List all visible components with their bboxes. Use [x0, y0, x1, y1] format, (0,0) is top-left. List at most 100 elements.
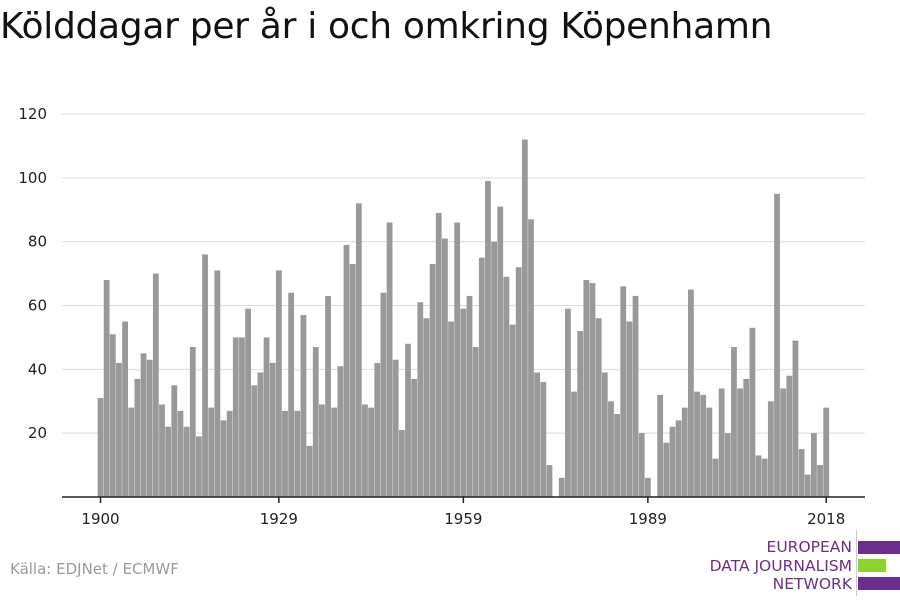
bar	[116, 362, 122, 497]
bar	[386, 222, 393, 497]
bar	[454, 222, 461, 497]
bar	[804, 474, 811, 497]
bar	[712, 458, 719, 497]
bar	[183, 426, 190, 497]
bar	[595, 318, 602, 497]
y-tick-label: 80	[28, 233, 47, 251]
bar	[485, 181, 491, 497]
bar	[589, 283, 596, 497]
y-tick-label: 120	[18, 105, 47, 123]
chart-title: Kölddagar per år i och omkring Köpenhamn	[0, 6, 773, 47]
bar	[644, 477, 651, 497]
bar	[282, 410, 288, 497]
bar	[688, 289, 694, 497]
bar	[491, 241, 497, 497]
y-tick-label: 40	[28, 360, 47, 378]
bar	[288, 292, 295, 497]
bar	[312, 346, 319, 497]
bar	[478, 257, 485, 497]
bar	[442, 238, 448, 497]
bar	[405, 343, 411, 497]
bar	[466, 295, 473, 497]
x-axis-ticks: 1900 1929 1959 1989 2018	[81, 497, 845, 528]
bar	[546, 465, 553, 497]
bar	[608, 401, 614, 497]
bar	[528, 219, 534, 497]
bar	[681, 407, 688, 497]
bar	[509, 324, 516, 497]
bar	[448, 321, 454, 497]
logo-line-network: NETWORK	[772, 575, 852, 593]
bar	[472, 346, 479, 497]
logo-flag-stripe-purple-bottom	[858, 577, 900, 590]
bar	[146, 359, 153, 497]
bar	[269, 362, 276, 497]
bar	[319, 404, 325, 497]
bar	[294, 410, 301, 497]
bar	[392, 359, 399, 497]
bar	[823, 407, 830, 497]
bar	[521, 139, 528, 498]
bar	[122, 321, 128, 497]
bar	[337, 366, 344, 497]
bar	[263, 337, 270, 497]
bar	[669, 426, 676, 497]
bar	[423, 318, 430, 497]
bar	[97, 398, 104, 497]
bar	[565, 308, 571, 497]
bar	[417, 302, 424, 497]
bar	[558, 477, 565, 497]
bar	[503, 276, 510, 497]
bar	[700, 394, 707, 497]
bar	[694, 391, 700, 497]
bar	[435, 212, 442, 498]
bar	[786, 375, 793, 497]
bar	[239, 337, 245, 497]
bar	[798, 449, 805, 497]
bar	[737, 388, 743, 497]
bar	[331, 407, 338, 497]
bar	[614, 414, 620, 497]
bar	[103, 279, 110, 497]
y-tick-label: 60	[28, 297, 47, 315]
bar	[275, 270, 282, 497]
bar	[718, 388, 725, 497]
bar	[325, 295, 331, 497]
y-axis-labels: 20 40 60 80 100 120	[18, 105, 47, 442]
bar	[220, 420, 227, 497]
bar	[731, 346, 737, 497]
x-tick-label: 1929	[260, 510, 298, 528]
bar	[657, 394, 664, 497]
bar	[355, 203, 362, 497]
source-note: Källa: EDJNet / ECMWF	[10, 560, 179, 578]
bar	[663, 442, 670, 497]
bar	[706, 407, 713, 497]
bar	[251, 385, 258, 497]
bar	[411, 378, 418, 497]
bar	[755, 455, 762, 497]
bar	[232, 337, 239, 497]
bar	[577, 331, 584, 497]
bars	[97, 139, 830, 498]
bar	[134, 378, 141, 497]
edjnet-logo: EUROPEAN DATA JOURNALISM NETWORK	[700, 530, 900, 596]
bar	[159, 404, 165, 497]
bar	[429, 264, 436, 497]
bar	[349, 264, 356, 497]
bar	[638, 433, 645, 497]
logo-flag-stripe-green	[858, 559, 886, 572]
bar	[257, 372, 264, 497]
bar	[540, 382, 547, 497]
y-tick-label: 100	[18, 169, 47, 187]
logo-flag-stripe-purple-top	[858, 541, 900, 554]
bar	[343, 244, 350, 497]
bar	[811, 433, 817, 497]
logo-divider	[856, 530, 857, 596]
bar	[128, 407, 135, 497]
bar	[767, 401, 774, 497]
bar	[515, 267, 522, 497]
x-tick-label: 1959	[444, 510, 482, 528]
bar	[208, 407, 215, 497]
bar	[675, 420, 682, 497]
